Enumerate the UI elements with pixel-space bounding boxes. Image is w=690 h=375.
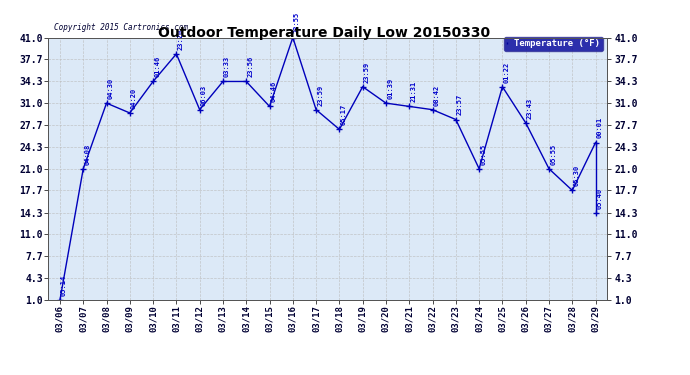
Text: 05:55: 05:55	[550, 143, 556, 165]
Text: 04:30: 04:30	[108, 78, 114, 99]
Text: Outdoor Temperature Daily Low 20150330: Outdoor Temperature Daily Low 20150330	[158, 26, 491, 40]
Text: 01:39: 01:39	[387, 78, 393, 99]
Text: 05:14: 05:14	[61, 274, 67, 296]
Text: 05:40: 05:40	[597, 187, 603, 209]
Text: 03:33: 03:33	[224, 56, 230, 77]
Text: 00:01: 00:01	[597, 117, 603, 138]
Text: 04:20: 04:20	[131, 87, 137, 109]
Text: 23:20: 23:20	[177, 28, 184, 50]
Legend: Temperature (°F): Temperature (°F)	[504, 37, 602, 51]
Text: 05:30: 05:30	[573, 165, 580, 186]
Text: 08:42: 08:42	[434, 84, 440, 105]
Text: 23:59: 23:59	[317, 84, 324, 105]
Text: 04:46: 04:46	[270, 81, 277, 102]
Text: 04:08: 04:08	[84, 143, 90, 165]
Text: 23:59: 23:59	[364, 61, 370, 82]
Text: 05:55: 05:55	[480, 143, 486, 165]
Text: 23:56: 23:56	[248, 56, 253, 77]
Text: 06:03: 06:03	[201, 84, 207, 105]
Text: 01:46: 01:46	[155, 56, 160, 77]
Text: Copyright 2015 Cartronics.com: Copyright 2015 Cartronics.com	[54, 23, 188, 32]
Text: 01:22: 01:22	[504, 61, 510, 82]
Text: 21:31: 21:31	[411, 81, 417, 102]
Text: 23:55: 23:55	[294, 12, 300, 33]
Text: 23:57: 23:57	[457, 94, 463, 116]
Text: 05:17: 05:17	[341, 104, 346, 125]
Text: 23:43: 23:43	[527, 98, 533, 118]
